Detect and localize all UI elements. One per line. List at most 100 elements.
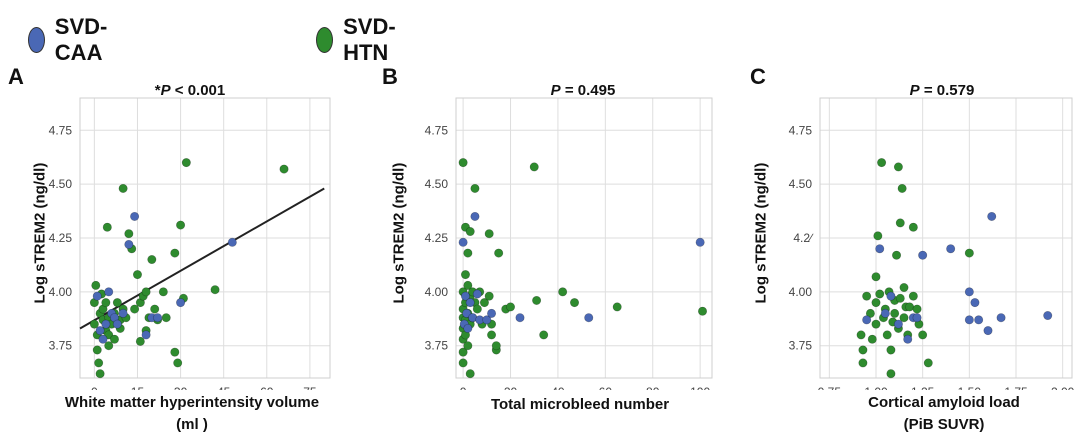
data-point-svd-htn (458, 347, 468, 357)
x-tick-label: 0 (91, 385, 98, 390)
data-point-svd-htn (871, 272, 881, 282)
data-point-svd-htn (94, 358, 104, 368)
data-point-svd-htn (161, 313, 171, 323)
data-point-svd-htn (176, 220, 186, 230)
p-value-text: = 0.579 (919, 82, 975, 99)
data-point-svd-htn (141, 287, 151, 297)
panel-letter: B (382, 64, 398, 89)
data-point-svd-htn (279, 164, 289, 174)
data-point-svd-htn (890, 308, 900, 318)
x-tick-label: 60 (599, 385, 613, 390)
y-tick-label: 4.25 (425, 231, 449, 245)
y-tick-label: 3.75 (425, 339, 449, 353)
data-point-svd-htn (895, 293, 905, 303)
chart-panel-a: A *P < 0.001 Log sTREM2 (ng/dl) White ma… (0, 60, 360, 447)
y-tick-label: 4.00 (425, 285, 449, 299)
data-point-svd-htn (135, 336, 145, 346)
data-point-svd-htn (102, 222, 112, 232)
x-axis-label-line-2: (ml ) (176, 416, 208, 433)
y-tick-label: 4.50 (49, 177, 73, 191)
y-tick-label: 4.75 (425, 123, 449, 137)
regression-line (79, 187, 325, 330)
x-axis-label: White matter hyperintensity volume (ml ) (65, 392, 319, 436)
legend-item-svd-caa: SVD-CAA (28, 14, 117, 66)
x-axis-label-line-1: White matter hyperintensity volume (64, 394, 320, 411)
p-value-symbol: P (909, 82, 920, 99)
data-point-svd-caa (862, 315, 872, 325)
data-point-svd-htn (539, 330, 549, 340)
data-point-svd-htn (908, 222, 918, 232)
data-point-svd-caa (482, 315, 492, 325)
data-point-svd-caa (515, 313, 525, 323)
data-point-svd-caa (893, 319, 903, 329)
data-point-svd-htn (89, 319, 99, 329)
x-tick-label: 75 (303, 385, 317, 390)
legend-label-svd-htn: SVD-HTN (343, 14, 396, 65)
data-point-svd-caa (487, 308, 497, 318)
x-tick-label: 80 (646, 385, 660, 390)
data-point-svd-caa (880, 308, 890, 318)
legend-swatch-svd-htn (316, 27, 334, 53)
data-point-svd-htn (491, 341, 501, 351)
data-point-svd-htn (895, 218, 905, 228)
data-point-svd-htn (470, 183, 480, 193)
y-tick-label: 3.75 (789, 339, 813, 353)
y-tick-label: 4.75 (789, 123, 813, 137)
p-value-label: P = 0.579 (910, 82, 975, 99)
data-point-svd-htn (871, 319, 881, 329)
data-point-svd-htn (147, 255, 157, 265)
data-point-svd-htn (865, 308, 875, 318)
y-tick-label: 3.75 (49, 339, 73, 353)
data-point-svd-htn (899, 283, 909, 293)
p-value-text: = 0.495 (560, 82, 616, 99)
data-point-svd-htn (91, 280, 101, 290)
data-point-svd-htn (494, 248, 504, 258)
data-point-svd-htn (875, 289, 885, 299)
data-point-svd-htn (465, 227, 475, 237)
data-point-svd-htn (118, 183, 128, 193)
x-tick-label: 30 (174, 385, 188, 390)
data-point-svd-htn (923, 358, 933, 368)
x-axis-label: Cortical amyloid load (PiB SUVR) (868, 392, 1020, 436)
data-point-svd-htn (882, 330, 892, 340)
data-point-svd-htn (886, 345, 896, 355)
panel-letter: A (8, 64, 24, 89)
data-point-svd-htn (92, 345, 102, 355)
data-point-svd-htn (130, 304, 140, 314)
data-point-svd-htn (612, 302, 622, 312)
panel-letter: C (750, 64, 766, 89)
scatter-plot: 3.75 4.00 4.2∕ 4.50 4.75 0.75 1.00 1.25 1.50 1.75… (789, 97, 1075, 390)
data-point-svd-htn (858, 358, 868, 368)
data-point-svd-htn (912, 304, 922, 314)
data-point-svd-htn (472, 304, 482, 314)
legend-label-svd-caa: SVD-CAA (54, 14, 108, 65)
x-tick-label: 0.75 (818, 385, 842, 390)
p-value-prefix: * (154, 82, 161, 99)
y-tick-label: 4.75 (49, 123, 73, 137)
data-point-svd-htn (570, 298, 580, 308)
y-tick-label: 4.00 (789, 285, 813, 299)
data-point-svd-htn (170, 248, 180, 258)
data-point-svd-caa (176, 298, 186, 308)
data-point-svd-caa (153, 313, 163, 323)
data-point-svd-htn (463, 341, 473, 351)
p-value-label: *P < 0.001 (155, 82, 226, 99)
data-point-svd-caa (970, 298, 980, 308)
data-point-svd-htn (964, 248, 974, 258)
data-point-svd-caa (472, 289, 482, 299)
y-tick-label: 4.2∕ (793, 231, 814, 245)
x-tick-label: 20 (504, 385, 518, 390)
x-axis-label-line-1: Total microbleed number (490, 396, 670, 413)
x-axis-label-line-2: (PiB SUVR) (903, 416, 985, 433)
data-point-svd-caa (912, 313, 922, 323)
data-point-svd-htn (463, 280, 473, 290)
data-point-svd-htn (173, 358, 183, 368)
data-point-svd-htn (858, 345, 868, 355)
data-point-svd-htn (532, 295, 542, 305)
data-point-svd-htn (484, 229, 494, 239)
y-tick-label: 4.25 (49, 231, 73, 245)
data-point-svd-htn (529, 162, 539, 172)
scatter-plot: 3.75 4.00 4.25 4.50 4.75 0 15 30 45 60 75 (49, 97, 331, 390)
data-point-svd-caa (112, 319, 122, 329)
data-point-svd-htn (170, 347, 180, 357)
